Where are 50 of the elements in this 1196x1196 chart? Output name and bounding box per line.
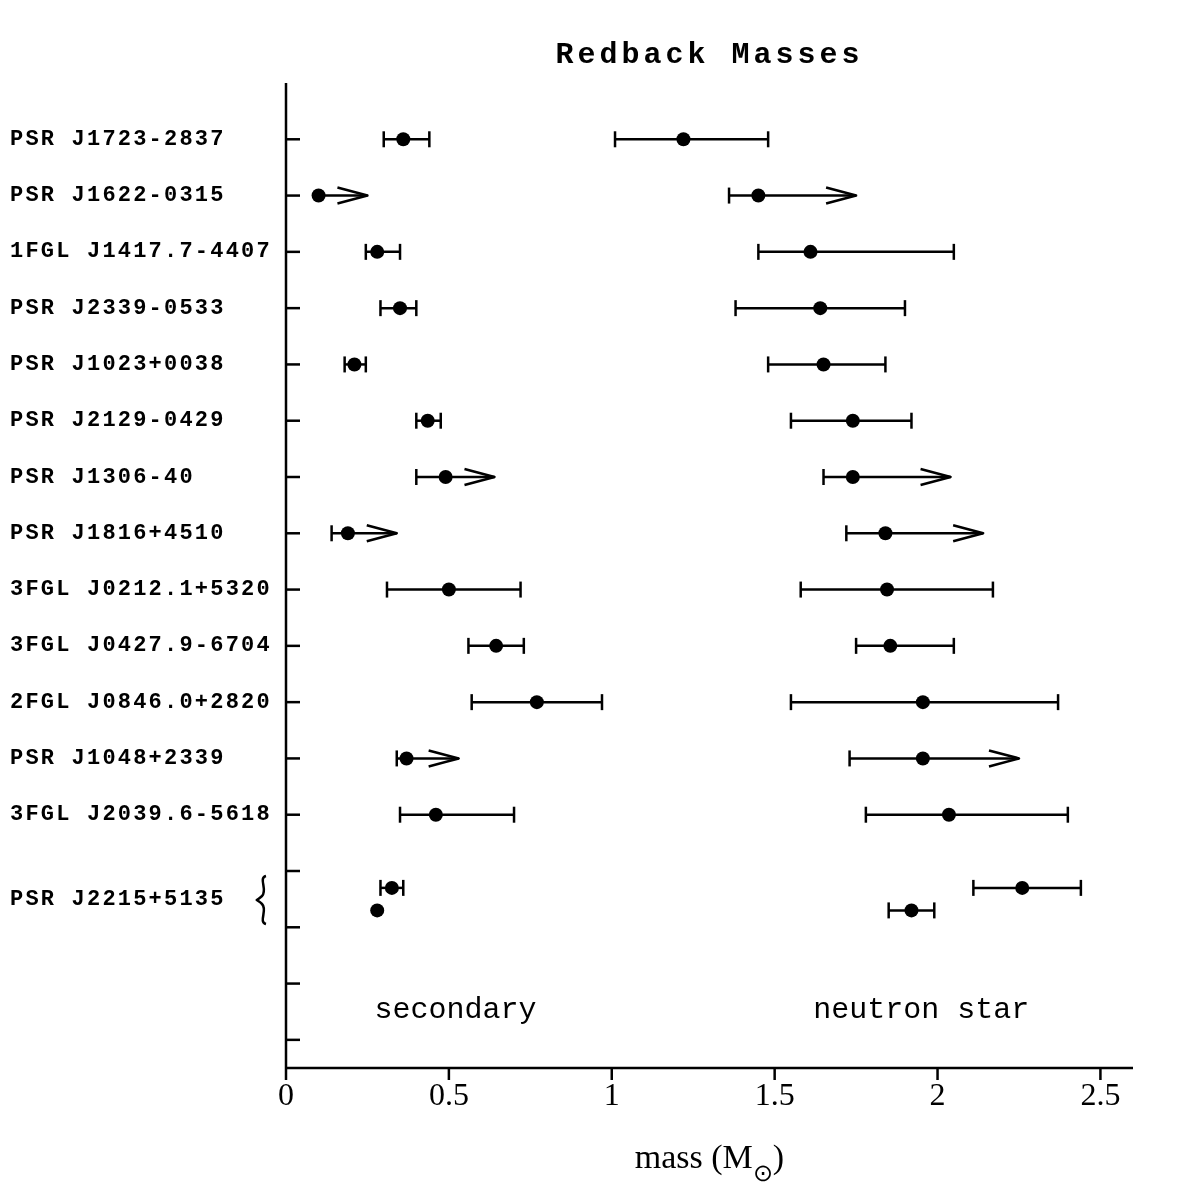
x-tick-label: 0 bbox=[278, 1075, 294, 1112]
x-tick-label: 2.5 bbox=[1080, 1075, 1121, 1112]
point bbox=[340, 526, 355, 541]
point bbox=[751, 188, 766, 203]
point bbox=[816, 357, 831, 372]
point bbox=[676, 132, 691, 147]
point bbox=[529, 695, 544, 710]
point bbox=[803, 244, 818, 259]
point bbox=[311, 188, 326, 203]
y-tick-label: PSR J2215+5135 bbox=[10, 886, 226, 912]
text: neutron star bbox=[812, 993, 1031, 1027]
point bbox=[428, 807, 443, 822]
point bbox=[915, 751, 930, 766]
x-tick-label: 2 bbox=[929, 1075, 946, 1112]
point bbox=[396, 132, 411, 147]
point bbox=[883, 638, 898, 653]
point bbox=[880, 582, 895, 597]
y-tick-label: PSR J1023+0038 bbox=[10, 351, 226, 377]
y-tick-label: 2FGL J0846.0+2820 bbox=[10, 689, 272, 715]
y-tick-label: PSR J1048+2339 bbox=[10, 745, 226, 771]
y-tick-label: PSR J2129-0429 bbox=[10, 408, 226, 434]
y-tick-label: PSR J1816+4510 bbox=[10, 520, 226, 546]
x-tick-label: 1 bbox=[603, 1075, 620, 1112]
point bbox=[845, 470, 860, 484]
y-tick-label: 3FGL J0212.1+5320 bbox=[10, 577, 272, 603]
point bbox=[813, 301, 828, 316]
point bbox=[420, 413, 435, 428]
point bbox=[915, 695, 930, 710]
point bbox=[845, 413, 860, 428]
point bbox=[370, 244, 385, 259]
x-tick-label: 0.5 bbox=[428, 1075, 469, 1112]
y-tick-label: PSR J1306-40 bbox=[10, 464, 195, 490]
x-tick-label: 1.5 bbox=[754, 1075, 795, 1112]
point bbox=[941, 807, 956, 822]
y-tick-label: 1FGL J1417.7-4407 bbox=[10, 239, 272, 265]
point bbox=[393, 301, 408, 316]
point bbox=[441, 582, 456, 597]
point bbox=[878, 526, 893, 541]
chart-title: Redback Masses bbox=[554, 38, 865, 72]
x-axis-title: mass (M$_{⊙}$) bbox=[634, 1138, 785, 1186]
point bbox=[438, 470, 453, 484]
point bbox=[399, 751, 414, 766]
point bbox=[347, 357, 362, 372]
text: secondary bbox=[373, 993, 538, 1027]
y-tick-label: 3FGL J0427.9-6704 bbox=[10, 633, 272, 659]
y-tick-label: 3FGL J2039.6-5618 bbox=[10, 802, 272, 828]
y-tick-label: PSR J2339-0533 bbox=[10, 295, 226, 321]
point bbox=[489, 638, 504, 653]
y-tick-label: PSR J1723-2837 bbox=[10, 126, 226, 152]
y-tick-label: PSR J1622-0315 bbox=[10, 183, 226, 209]
